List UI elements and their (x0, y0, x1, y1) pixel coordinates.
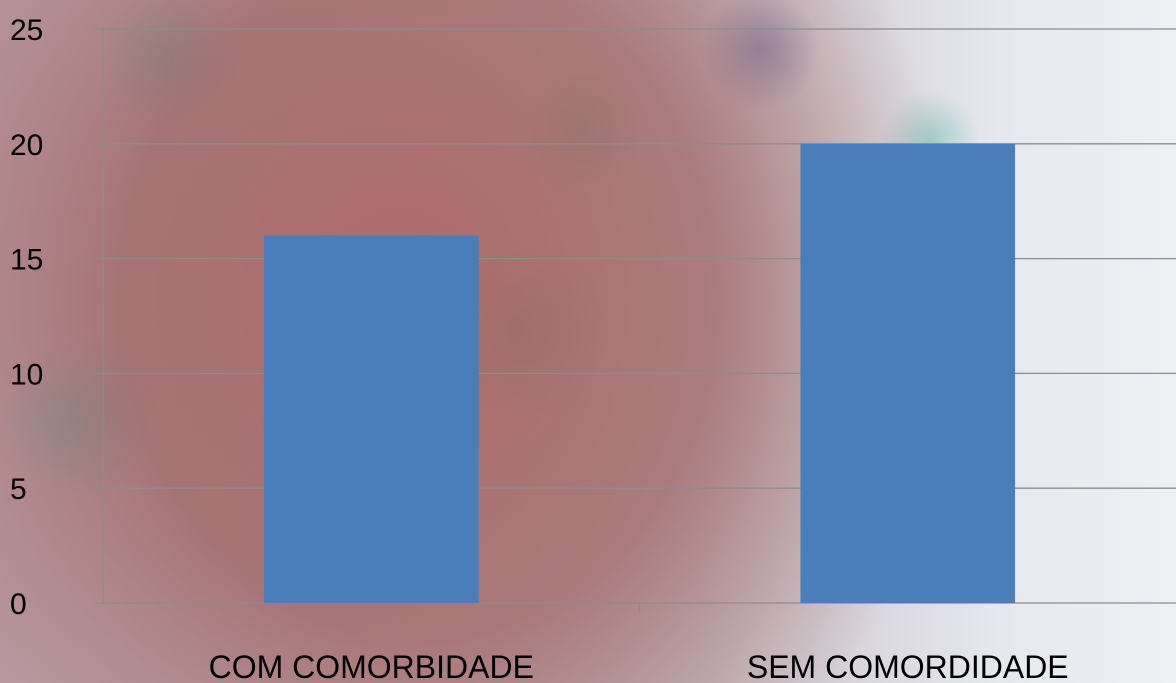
bar-1 (263, 235, 479, 603)
y-tick-label: 15 (10, 244, 43, 277)
y-tick-label: 25 (10, 14, 43, 47)
x-tick-label: SEM COMORDIDADE (747, 649, 1069, 683)
bar-2 (800, 143, 1016, 604)
y-tick-label: 20 (10, 129, 43, 162)
x-tick-label: COM COMORBIDADE (209, 649, 534, 683)
bars (263, 143, 1016, 604)
y-tick-label: 0 (10, 588, 27, 621)
y-tick-label: 10 (10, 358, 43, 391)
y-tick-label: 5 (10, 473, 27, 506)
y-tick-labels: 0 5 10 15 20 25 (10, 14, 43, 621)
x-tick-labels: COM COMORBIDADE SEM COMORDIDADE (209, 649, 1069, 683)
